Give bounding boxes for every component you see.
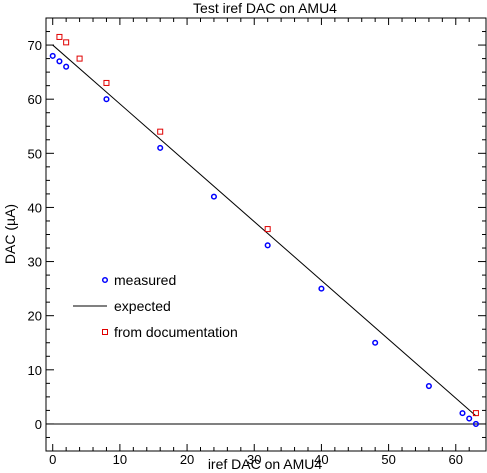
y-tick-label: 50 xyxy=(28,146,42,161)
x-tick-label: 40 xyxy=(314,452,328,467)
data-series xyxy=(49,33,479,427)
x-axis-label: iref DAC on AMU4 xyxy=(208,456,323,472)
y-tick-label: 10 xyxy=(28,363,42,378)
y-tick-label: 20 xyxy=(28,309,42,324)
legend-swatch xyxy=(102,329,108,335)
data-point xyxy=(472,420,479,427)
data-point xyxy=(472,410,479,417)
series-expected xyxy=(52,44,477,417)
legend-label: from documentation xyxy=(114,324,238,340)
x-tick-label: 0 xyxy=(49,452,56,467)
data-point xyxy=(459,410,466,417)
x-tick-label: 30 xyxy=(247,452,261,467)
legend: measured expected from documentation xyxy=(73,272,238,340)
data-point xyxy=(103,79,110,86)
y-tick-label: 40 xyxy=(28,200,42,215)
plot-frame xyxy=(45,17,487,452)
legend-label: expected xyxy=(114,298,171,314)
y-tick-label: 30 xyxy=(28,255,42,270)
chart-title: Test iref DAC on AMU4 xyxy=(193,0,337,16)
data-point xyxy=(210,193,217,200)
legend-label: measured xyxy=(114,272,176,288)
legend-swatch xyxy=(101,276,109,284)
data-point xyxy=(264,226,271,233)
data-point xyxy=(425,383,432,390)
axis-ticks: 0 10 20 30 40 50 60 0 10 20 30 40 50 60 70 xyxy=(28,17,486,467)
data-point xyxy=(264,242,271,249)
data-point xyxy=(56,58,63,65)
data-point xyxy=(56,33,63,40)
data-point xyxy=(318,285,325,292)
data-point xyxy=(372,339,379,346)
data-point xyxy=(157,128,164,135)
data-point xyxy=(49,52,56,59)
expected-line xyxy=(52,44,477,417)
data-point xyxy=(466,415,473,422)
x-tick-label: 10 xyxy=(113,452,127,467)
data-point xyxy=(63,63,70,70)
y-axis-label: DAC (µA) xyxy=(2,204,18,264)
series-measured xyxy=(49,52,479,427)
y-tick-label: 0 xyxy=(35,417,42,432)
y-tick-label: 60 xyxy=(28,92,42,107)
x-tick-label: 50 xyxy=(381,452,395,467)
data-point xyxy=(76,55,83,62)
x-tick-label: 60 xyxy=(449,452,463,467)
data-point xyxy=(157,144,164,151)
y-tick-label: 70 xyxy=(28,38,42,53)
data-point xyxy=(63,39,70,46)
x-tick-label: 20 xyxy=(180,452,194,467)
series-from-documentation xyxy=(56,33,479,417)
data-point xyxy=(103,96,110,103)
